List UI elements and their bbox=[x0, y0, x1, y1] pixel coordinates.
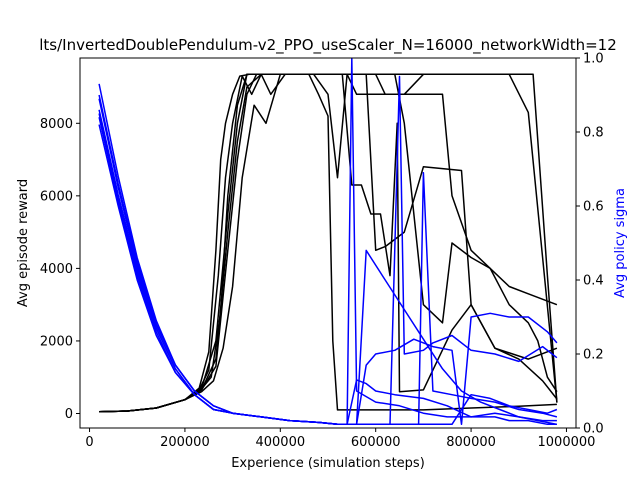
y-right-tick-label: 0.6 bbox=[583, 200, 604, 215]
x-tick-label: 800000 bbox=[446, 435, 496, 450]
axis-layer: 0 200000 400000 600000 800000 1000000 0 2000 400… bbox=[40, 52, 604, 451]
x-axis-label: Experience (simulation steps) bbox=[231, 456, 425, 471]
y-left-tick-label: 6000 bbox=[40, 189, 73, 204]
plot-frame bbox=[79, 57, 577, 429]
chart-title: lts/InvertedDoublePendulum-v2_PPO_useSca… bbox=[39, 36, 617, 55]
sigma-series-line-5 bbox=[98, 113, 558, 426]
series-layer bbox=[98, 58, 558, 426]
sigma-series-line-7 bbox=[98, 124, 558, 426]
y-left-tick-label: 0 bbox=[65, 407, 73, 422]
y-axis-left-label: Avg episode reward bbox=[16, 179, 31, 307]
x-tick-label: 200000 bbox=[160, 435, 210, 450]
y-left-tick-label: 4000 bbox=[40, 262, 73, 277]
y-left-tick-label: 2000 bbox=[40, 334, 73, 349]
y-right-tick-label: 0.4 bbox=[583, 274, 604, 289]
y-right-tick-label: 0.2 bbox=[583, 348, 604, 363]
x-tick-label: 400000 bbox=[255, 435, 305, 450]
x-tick-label: 1000000 bbox=[538, 435, 596, 450]
y-axis-right-label: Avg policy sigma bbox=[613, 188, 628, 298]
y-left-tick-label: 8000 bbox=[40, 117, 73, 132]
x-tick-label: 0 bbox=[85, 435, 93, 450]
y-right-tick-label: 1.0 bbox=[583, 52, 604, 67]
y-right-tick-label: 0.8 bbox=[583, 126, 604, 141]
reward-series-line-7 bbox=[99, 73, 558, 413]
x-tick-label: 600000 bbox=[351, 435, 401, 450]
y-right-tick-label: 0.0 bbox=[583, 422, 604, 437]
